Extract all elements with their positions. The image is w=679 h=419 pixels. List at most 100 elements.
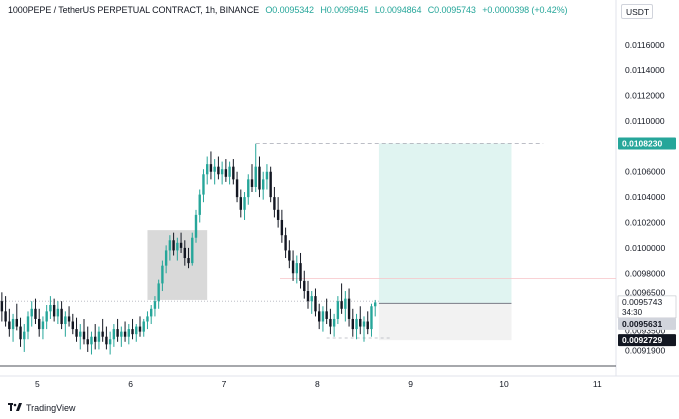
candle-body xyxy=(135,326,138,335)
candle-body xyxy=(183,247,186,259)
candle-body xyxy=(235,179,239,198)
candle-body xyxy=(86,339,89,345)
candle-body xyxy=(30,308,33,317)
candle-body xyxy=(303,280,306,292)
candle-body xyxy=(172,240,175,251)
candle-body xyxy=(258,166,261,190)
profit-zone[interactable] xyxy=(378,143,512,304)
candle-body xyxy=(340,301,343,309)
candle-body xyxy=(366,321,369,330)
price-tick-label: 0.0114000 xyxy=(625,65,665,75)
target-price-label-bg xyxy=(618,137,676,150)
candle-body xyxy=(250,179,254,187)
candle-body xyxy=(168,240,172,251)
candle-body xyxy=(19,326,22,340)
candle-body xyxy=(370,306,373,330)
candle-body xyxy=(295,263,298,274)
price-tick-label: 0.0093500 xyxy=(625,325,665,335)
candle-body xyxy=(120,331,123,337)
price-tick-label: 0.0110000 xyxy=(625,116,665,126)
price-tick-label: 0.0096500 xyxy=(625,287,665,297)
target-price-label: 0.0108230 xyxy=(622,138,662,148)
candle-body xyxy=(34,308,37,319)
bar-countdown-label: 34:30 xyxy=(622,308,643,317)
time-tick-label: 7 xyxy=(222,379,227,389)
candle-body xyxy=(321,311,325,322)
candle-body xyxy=(108,339,112,345)
close-value: C0.0095743 xyxy=(427,5,476,15)
candle-body xyxy=(374,302,377,307)
candle-body xyxy=(254,166,257,187)
price-tick-label: 0.0112000 xyxy=(625,91,665,101)
candle-body xyxy=(273,197,276,210)
candle-body xyxy=(351,318,354,330)
tradingview-logo-icon xyxy=(8,402,22,414)
candle-body xyxy=(332,318,336,327)
tradingview-logo[interactable]: TradingView xyxy=(8,401,76,415)
price-axis-panel[interactable] xyxy=(616,0,679,419)
currency-button[interactable]: USDT xyxy=(621,4,653,19)
candle-body xyxy=(306,291,310,302)
candle-body xyxy=(8,321,11,330)
open-value: O0.0095342 xyxy=(265,5,314,15)
stop-loss-zone[interactable] xyxy=(378,303,512,341)
candle-body xyxy=(191,237,194,264)
entry-price-label: 0.0095631 xyxy=(622,319,662,329)
candle-body xyxy=(150,308,153,317)
candle-body xyxy=(247,179,250,198)
candle-body xyxy=(336,301,340,319)
candle-body xyxy=(194,214,198,238)
symbol-legend: 1000PEPE / TetherUS PERPETUAL CONTRACT, … xyxy=(8,5,571,15)
candle-body xyxy=(131,329,134,335)
tradingview-brand-text: TradingView xyxy=(26,403,76,413)
candle-body xyxy=(153,301,157,309)
candle-body xyxy=(67,316,71,322)
candle-body xyxy=(41,321,45,330)
candle-body xyxy=(355,318,358,330)
candle-body xyxy=(45,311,48,322)
candle-body xyxy=(138,326,142,332)
candle-body xyxy=(318,311,321,322)
candle-body xyxy=(4,311,7,322)
candle-body xyxy=(146,316,149,322)
price-tick-label: 0.0104000 xyxy=(625,192,665,202)
candle-body xyxy=(90,336,93,345)
stop-price-label-bg xyxy=(618,334,676,347)
change-value: +0.0000398 (+0.42%) xyxy=(482,5,568,15)
candle-body xyxy=(26,316,30,332)
candle-body xyxy=(179,242,183,248)
time-tick-label: 6 xyxy=(128,379,133,389)
candle-body xyxy=(325,311,328,319)
candle-body xyxy=(161,265,164,284)
time-tick-label: 11 xyxy=(593,379,602,389)
candle-body xyxy=(123,331,127,337)
candle-body xyxy=(198,194,201,215)
candle-body xyxy=(291,260,295,274)
candle-body xyxy=(362,321,366,327)
candle-body xyxy=(276,209,280,220)
candle-body xyxy=(224,169,228,177)
candle-body xyxy=(359,318,362,327)
symbol-title[interactable]: 1000PEPE / TetherUS PERPETUAL CONTRACT, … xyxy=(8,5,259,15)
candle-body xyxy=(15,318,18,327)
entry-price-label-bg xyxy=(618,317,676,330)
candle-body xyxy=(116,329,119,337)
candle-body xyxy=(239,197,242,210)
candle-body xyxy=(52,304,56,317)
price-tick-label: 0.0098000 xyxy=(625,268,665,278)
price-tick-label: 0.0116000 xyxy=(625,40,665,50)
candle-body xyxy=(164,250,168,266)
price-tick-label: 0.0100000 xyxy=(625,243,665,253)
candle-body xyxy=(94,336,97,342)
time-tick-label: 9 xyxy=(408,379,413,389)
candle-body xyxy=(288,250,291,261)
price-tick-label: 0.0102000 xyxy=(625,218,665,228)
candle-body xyxy=(23,331,26,340)
candle-body xyxy=(209,164,213,172)
candle-body xyxy=(217,166,220,175)
low-value: L0.0094864 xyxy=(374,5,422,15)
candle-body xyxy=(97,331,101,342)
current-price-label: 0.0095743 xyxy=(622,297,662,307)
